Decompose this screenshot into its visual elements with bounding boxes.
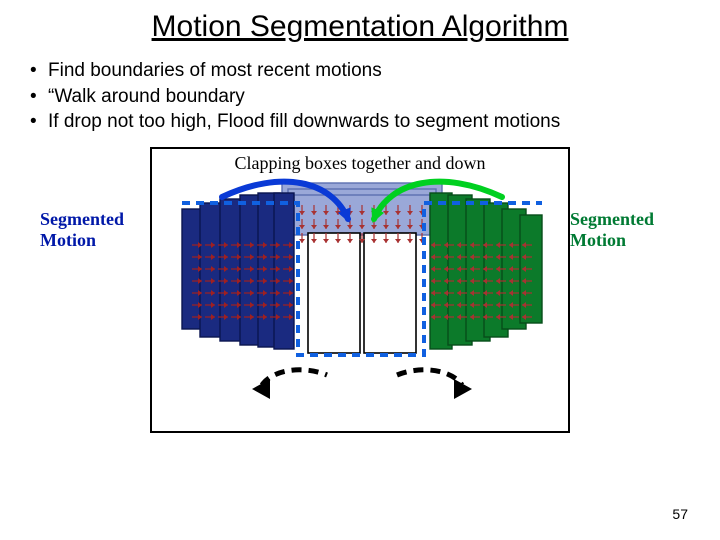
- label-text: Motion: [570, 230, 680, 251]
- bullet-item: Find boundaries of most recent motions: [30, 58, 700, 84]
- figure-frame: Clapping boxes together and down Segment…: [150, 147, 570, 433]
- figure-svg: [152, 175, 568, 431]
- bullet-item: If drop not too high, Flood fill downwar…: [30, 109, 700, 135]
- bullet-list: Find boundaries of most recent motions “…: [0, 44, 720, 141]
- segmented-motion-label-right: Segmented Motion: [570, 209, 680, 251]
- label-text: Segmented: [570, 209, 680, 230]
- figure-svg-wrap: [152, 175, 568, 431]
- label-text: Segmented: [40, 209, 150, 230]
- segmented-motion-label-left: Segmented Motion: [40, 209, 150, 251]
- figure-container: Clapping boxes together and down Segment…: [100, 147, 620, 447]
- label-text: Motion: [40, 230, 150, 251]
- slide-title: Motion Segmentation Algorithm: [0, 0, 720, 44]
- page-number: 57: [672, 506, 688, 522]
- bullet-item: “Walk around boundary: [30, 84, 700, 110]
- figure-title: Clapping boxes together and down: [152, 149, 568, 174]
